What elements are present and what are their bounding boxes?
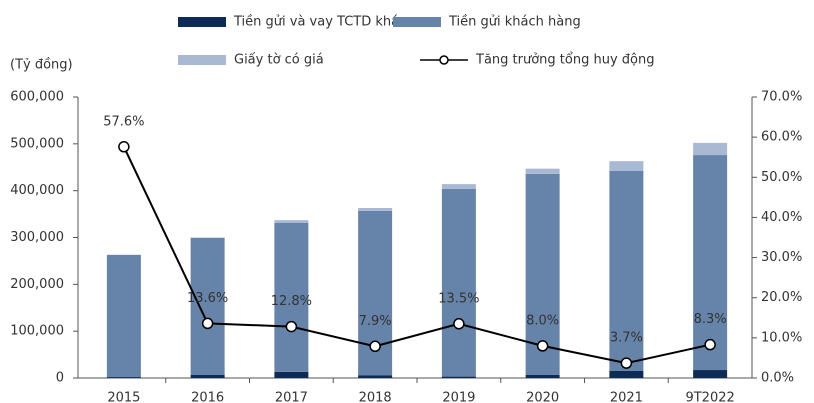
data-label: 13.6% (187, 291, 228, 306)
y2-tick-label: 10.0% (761, 330, 802, 345)
x-tick-label: 2015 (107, 391, 140, 403)
line-marker (704, 338, 716, 351)
data-label: 8.0% (526, 313, 559, 328)
y2-tick-label: 0.0% (761, 371, 794, 386)
bar (441, 188, 476, 377)
data-label: 7.9% (359, 314, 392, 329)
bar (525, 168, 560, 174)
line (122, 146, 711, 365)
line-marker (285, 320, 298, 333)
legend-swatch (178, 17, 226, 27)
y2-tick-label: 70.0% (761, 90, 802, 105)
x-tick-label: 2017 (275, 391, 308, 403)
bar (441, 376, 476, 378)
legend-marker (439, 55, 449, 65)
y2-tick-label: 40.0% (761, 210, 802, 225)
x-tick-label: 9T2022 (685, 391, 734, 403)
bar (609, 370, 644, 378)
bar (190, 374, 225, 378)
y-tick-label: 300,000 (10, 230, 64, 245)
bar (693, 155, 728, 371)
line-marker (453, 318, 465, 330)
data-label: 12.8% (271, 294, 312, 309)
x-tick-label: 2019 (442, 391, 475, 403)
legend-label: Tăng trưởng tổng huy động (475, 53, 654, 68)
x-tick-label: 2016 (191, 391, 224, 403)
bar (274, 371, 309, 378)
bar (358, 207, 393, 211)
x-tick-label: 2021 (610, 391, 643, 403)
y2-tick-label: 20.0% (761, 290, 802, 305)
line-marker (620, 357, 633, 369)
legend-label: Tiền gửi khách hàng (448, 15, 581, 30)
y2-tick-label: 30.0% (761, 250, 802, 265)
bar (358, 375, 393, 378)
bar (106, 377, 141, 378)
legend-swatch (393, 17, 441, 27)
y-tick-label: 400,000 (10, 183, 64, 198)
line-marker (201, 317, 214, 330)
data-label: 3.7% (610, 331, 643, 346)
y-tick-label: 500,000 (10, 136, 64, 151)
x-tick-label: 2018 (359, 391, 392, 403)
y-tick-label: 0 (56, 371, 64, 386)
data-label: 8.3% (694, 312, 727, 327)
y-tick-label: 200,000 (10, 277, 64, 292)
bar (693, 370, 728, 378)
line-marker (118, 141, 130, 153)
bar (106, 254, 141, 378)
bar (190, 237, 225, 375)
data-label: 13.5% (438, 291, 479, 306)
line-marker (369, 340, 381, 353)
y-axis-label: (Tỷ đồng) (10, 58, 73, 73)
legend-label: Tiền gửi và vay TCTD khác (233, 15, 406, 30)
y-tick-label: 600,000 (10, 90, 64, 105)
y-tick-label: 100,000 (10, 324, 64, 339)
bar (609, 161, 644, 171)
y2-tick-label: 60.0% (761, 130, 802, 145)
data-label: 57.6% (103, 114, 144, 129)
bar (525, 374, 560, 378)
x-tick-label: 2020 (526, 391, 559, 403)
legend-swatch (178, 55, 226, 65)
bar (274, 220, 309, 223)
legend-label: Giấy tờ có giá (234, 53, 324, 68)
bar (609, 170, 644, 371)
bar (693, 142, 728, 156)
bar (441, 184, 476, 189)
line-marker (536, 340, 549, 352)
y2-tick-label: 50.0% (761, 170, 802, 185)
bar (274, 222, 309, 372)
